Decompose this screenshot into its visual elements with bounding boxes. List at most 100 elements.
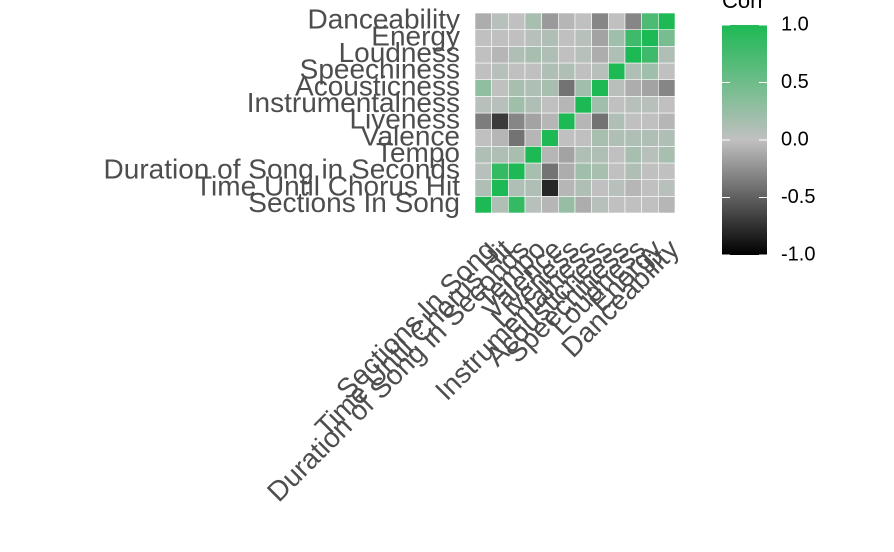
heatmap-cell: [658, 179, 676, 197]
legend-tick-label: -0.5: [781, 186, 815, 208]
heatmap-cell: [574, 112, 592, 130]
heatmap-cell: [541, 129, 559, 147]
heatmap-cell: [524, 12, 542, 30]
color-legend: Corr 1.0 0.5 0.0 -0.5 -1.0: [722, 0, 815, 265]
heatmap-cell: [574, 162, 592, 180]
heatmap-cell: [658, 29, 676, 47]
heatmap-cell: [558, 112, 576, 130]
heatmap-cell: [591, 112, 609, 130]
heatmap-cell: [624, 146, 642, 164]
heatmap-cell: [508, 29, 526, 47]
heatmap-cell: [608, 96, 626, 114]
heatmap-cell: [524, 96, 542, 114]
heatmap-cell: [541, 162, 559, 180]
heatmap-cell: [658, 129, 676, 147]
heatmap-cell: [524, 162, 542, 180]
heatmap-cell: [541, 96, 559, 114]
heatmap-cell: [558, 162, 576, 180]
heatmap-cell: [624, 12, 642, 30]
heatmap-cell: [658, 79, 676, 97]
heatmap-cell: [641, 112, 659, 130]
heatmap-cell: [608, 129, 626, 147]
heatmap-cell: [591, 29, 609, 47]
heatmap-cell: [541, 29, 559, 47]
heatmap-cell: [491, 29, 509, 47]
heatmap-cell: [608, 146, 626, 164]
heatmap-cell: [574, 179, 592, 197]
heatmap-cell: [508, 179, 526, 197]
heatmap-cell: [524, 179, 542, 197]
heatmap-cell: [491, 162, 509, 180]
heatmap-cells: [474, 12, 676, 214]
heatmap-cell: [591, 129, 609, 147]
heatmap-cell: [608, 12, 626, 30]
heatmap-cell: [541, 12, 559, 30]
heatmap-cell: [641, 162, 659, 180]
heatmap-cell: [474, 12, 492, 30]
y-tick-label: Sections In Song: [248, 187, 460, 218]
heatmap-cell: [491, 62, 509, 80]
heatmap-cell: [474, 79, 492, 97]
heatmap-cell: [574, 12, 592, 30]
y-tick-label: Danceability: [307, 4, 460, 35]
heatmap-cell: [658, 146, 676, 164]
heatmap-cell: [541, 146, 559, 164]
heatmap-cell: [541, 179, 559, 197]
heatmap-cell: [524, 129, 542, 147]
heatmap-cell: [608, 162, 626, 180]
legend-tick-label: 0.0: [781, 128, 809, 150]
heatmap-cell: [608, 79, 626, 97]
heatmap-cell: [524, 112, 542, 130]
heatmap-cell: [558, 196, 576, 214]
heatmap-cell: [641, 146, 659, 164]
heatmap-cell: [574, 62, 592, 80]
heatmap-cell: [474, 29, 492, 47]
heatmap-cell: [508, 146, 526, 164]
y-tick-label: Speechiness: [300, 54, 460, 85]
heatmap-cell: [641, 79, 659, 97]
heatmap-cell: [541, 46, 559, 64]
heatmap-cell: [608, 46, 626, 64]
heatmap-cell: [591, 79, 609, 97]
legend-tick-label: 1.0: [781, 13, 809, 35]
heatmap-cell: [508, 12, 526, 30]
heatmap-cell: [474, 62, 492, 80]
y-tick-label: Energy: [371, 20, 460, 51]
heatmap-cell: [524, 62, 542, 80]
heatmap-cell: [474, 146, 492, 164]
heatmap-cell: [608, 29, 626, 47]
heatmap-cell: [558, 46, 576, 64]
heatmap-cell: [591, 162, 609, 180]
heatmap-cell: [508, 196, 526, 214]
heatmap-cell: [641, 96, 659, 114]
heatmap-cell: [524, 46, 542, 64]
heatmap-cell: [491, 146, 509, 164]
heatmap-cell: [508, 112, 526, 130]
heatmap-cell: [574, 46, 592, 64]
heatmap-cell: [624, 162, 642, 180]
heatmap-cell: [558, 79, 576, 97]
heatmap-cell: [591, 46, 609, 64]
heatmap-cell: [608, 62, 626, 80]
heatmap-cell: [624, 29, 642, 47]
legend-ticks: 1.0 0.5 0.0 -0.5 -1.0: [722, 13, 815, 265]
heatmap-cell: [491, 46, 509, 64]
heatmap-cell: [574, 129, 592, 147]
heatmap-cell: [658, 46, 676, 64]
heatmap-cell: [508, 79, 526, 97]
heatmap-cell: [474, 196, 492, 214]
heatmap-cell: [524, 146, 542, 164]
heatmap-cell: [641, 129, 659, 147]
heatmap-cell: [558, 179, 576, 197]
y-tick-label: Liveness: [349, 104, 460, 135]
heatmap-cell: [658, 112, 676, 130]
heatmap-cell: [624, 179, 642, 197]
heatmap-cell: [574, 196, 592, 214]
heatmap-cell: [541, 196, 559, 214]
heatmap-cell: [574, 79, 592, 97]
heatmap-cell: [658, 12, 676, 30]
heatmap-cell: [541, 62, 559, 80]
y-tick-label: Time Until Chorus Hit: [195, 170, 460, 201]
heatmap-cell: [524, 29, 542, 47]
